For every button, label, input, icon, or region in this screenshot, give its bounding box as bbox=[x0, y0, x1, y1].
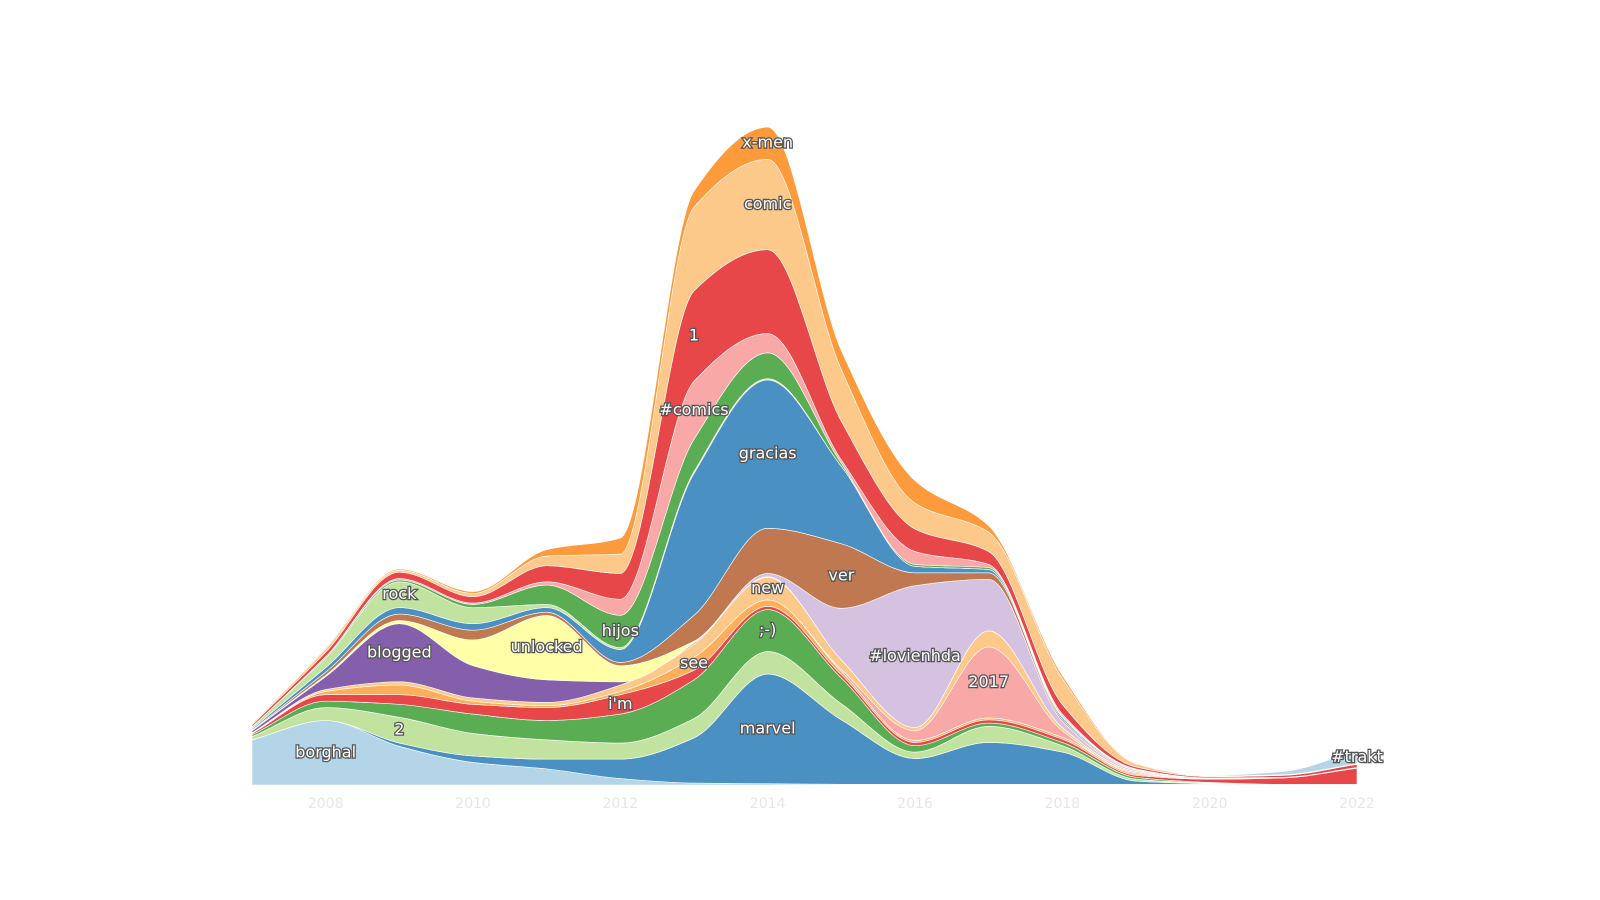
x-tick-label: 2014 bbox=[750, 796, 786, 812]
series-label: i'm bbox=[608, 694, 632, 713]
series-label: unlocked bbox=[511, 637, 583, 656]
x-tick-label: 2012 bbox=[603, 796, 639, 812]
series-label: #lovienhda bbox=[869, 646, 961, 665]
series-label: marvel bbox=[740, 718, 796, 737]
series-label: gracias bbox=[739, 444, 797, 463]
series-label: ;-) bbox=[759, 620, 776, 639]
series-label: #comics bbox=[659, 400, 728, 419]
series-label: comic bbox=[744, 194, 791, 213]
series-label: x-men bbox=[742, 133, 793, 152]
x-tick-label: 2020 bbox=[1192, 796, 1228, 812]
series-label: blogged bbox=[367, 642, 432, 661]
series-label: 2 bbox=[394, 720, 404, 739]
series-label: ver bbox=[828, 566, 854, 585]
series-label: hijos bbox=[602, 621, 639, 640]
x-tick-label: 2016 bbox=[897, 796, 933, 812]
series-label: borghal bbox=[295, 742, 356, 761]
series-label: 2017 bbox=[968, 672, 1009, 691]
x-tick-label: 2008 bbox=[308, 796, 344, 812]
stream-layer bbox=[251, 126, 1358, 777]
series-label: rock bbox=[382, 584, 417, 603]
x-tick-label: 2018 bbox=[1045, 796, 1081, 812]
series-label: 1 bbox=[689, 326, 699, 345]
x-tick-label: 2022 bbox=[1339, 796, 1375, 812]
series-label: new bbox=[751, 578, 784, 597]
series-label: see bbox=[680, 653, 708, 672]
series-label: #trakt bbox=[1331, 747, 1383, 766]
x-tick-label: 2010 bbox=[455, 796, 491, 812]
